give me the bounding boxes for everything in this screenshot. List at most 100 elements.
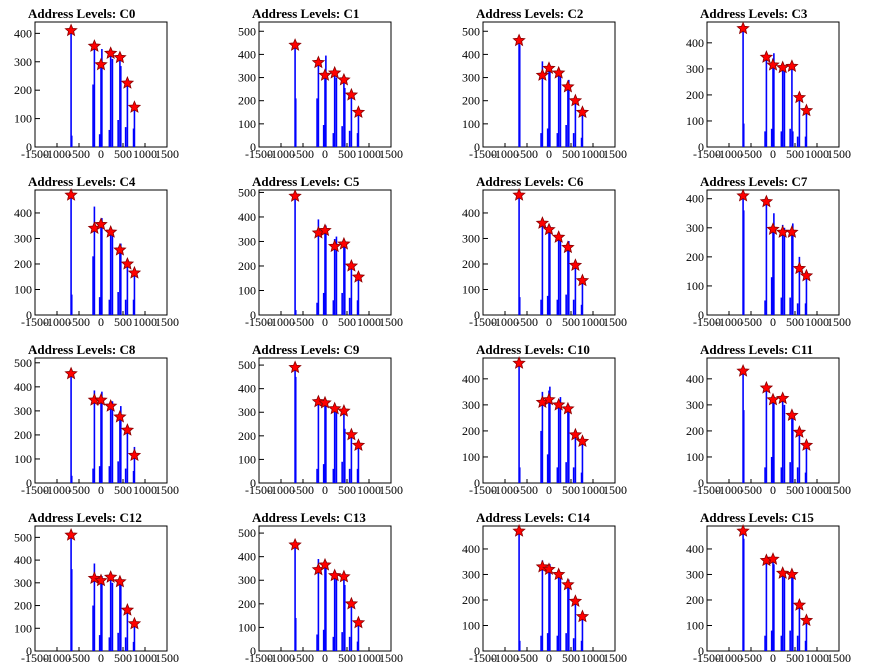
panel-title: Address Levels: C12 — [28, 510, 142, 525]
peak-marker — [113, 574, 127, 588]
peak-marker — [785, 408, 799, 421]
y-tick-label: 100 — [686, 279, 704, 293]
x-tick-label: 1500 — [603, 147, 627, 161]
y-tick-label: 0 — [474, 476, 480, 490]
x-tick-label: 1000 — [805, 315, 829, 329]
x-tick-label: -1500 — [693, 315, 721, 329]
y-tick-label: 200 — [686, 424, 704, 438]
x-tick-label: -1500 — [693, 147, 721, 161]
x-tick-label: -1000 — [491, 147, 519, 161]
x-tick-label: 500 — [338, 483, 356, 497]
y-tick-label: 400 — [238, 47, 256, 61]
y-tick-label: 0 — [698, 476, 704, 490]
x-tick-label: 1500 — [827, 315, 851, 329]
x-tick-label: 1500 — [603, 315, 627, 329]
y-tick-label: 400 — [238, 382, 256, 396]
x-tick-label: 1500 — [155, 483, 179, 497]
x-tick-label: 1000 — [357, 651, 381, 665]
y-tick-label: 500 — [238, 185, 256, 199]
y-tick-label: 500 — [14, 356, 32, 370]
y-tick-label: 300 — [14, 576, 32, 590]
peak-marker — [120, 603, 135, 616]
peak-marker — [127, 616, 142, 630]
panel-c10: Address Levels: C10 0 100 200 300 400 -1500-10… — [462, 342, 627, 497]
x-tick-label: 1500 — [827, 147, 851, 161]
x-tick-label: -500 — [292, 315, 314, 329]
x-tick-label: 1000 — [805, 651, 829, 665]
y-tick-label: 400 — [686, 192, 704, 206]
panel-title: Address Levels: C0 — [28, 6, 135, 21]
x-tick-label: -500 — [68, 651, 90, 665]
peak-marker — [351, 105, 366, 118]
x-tick-label: -1500 — [245, 483, 273, 497]
y-tick-label: 100 — [686, 450, 704, 464]
x-tick-label: -500 — [68, 147, 90, 161]
x-tick-label: 500 — [114, 147, 132, 161]
x-tick-label: 1500 — [379, 483, 403, 497]
panel-c8: Address Levels: C80100200300400500-1500-… — [14, 342, 179, 497]
peak-marker — [792, 598, 807, 611]
peak-marker — [288, 537, 302, 551]
peak-marker — [318, 557, 332, 571]
x-tick-label: 0 — [770, 483, 776, 497]
y-tick-label: 200 — [462, 257, 480, 271]
x-tick-label: -1500 — [469, 315, 497, 329]
peak-marker — [103, 570, 118, 583]
panel-c2: Address Levels: C20100200300400500-1500-… — [462, 6, 627, 161]
peak-marker — [785, 59, 799, 72]
panel-title: Address Levels: C8 — [28, 342, 136, 357]
peak-marker — [288, 189, 302, 202]
peak-marker — [785, 225, 799, 238]
y-tick-label: 300 — [686, 62, 704, 76]
peak-marker — [759, 50, 774, 63]
peak-marker — [337, 404, 351, 417]
x-tick-label: 500 — [338, 651, 356, 665]
x-tick-label: 500 — [338, 147, 356, 161]
peak-marker — [785, 567, 799, 581]
x-tick-label: -1500 — [469, 147, 497, 161]
peak-marker — [327, 239, 342, 253]
peak-marker — [103, 399, 118, 412]
peak-marker — [551, 567, 566, 581]
x-tick-label: -500 — [68, 315, 90, 329]
x-tick-label: -1500 — [21, 315, 49, 329]
peak-marker — [561, 79, 575, 93]
panel-c7: Address Levels: C7 0 100 200 300 400 -1500-100… — [686, 174, 851, 329]
peak-marker — [561, 240, 575, 254]
x-tick-label: 0 — [322, 315, 328, 329]
y-tick-label: 400 — [462, 372, 480, 386]
peak-marker — [736, 188, 750, 202]
x-tick-label: -1500 — [693, 651, 721, 665]
peak-marker — [64, 366, 78, 380]
peak-marker — [113, 409, 127, 423]
y-tick-label: 500 — [238, 358, 256, 372]
y-tick-label: 100 — [462, 618, 480, 632]
peak-marker — [759, 194, 774, 208]
y-tick-label: 100 — [686, 114, 704, 128]
panel-c5: Address Levels: C50100200300400500-1500-… — [238, 174, 403, 329]
peak-marker — [551, 230, 566, 243]
x-tick-label: 500 — [562, 147, 580, 161]
peak-marker — [575, 434, 590, 448]
y-tick-label: 300 — [462, 231, 480, 245]
peak-marker — [736, 21, 750, 35]
y-tick-label: 200 — [462, 424, 480, 438]
y-tick-label: 300 — [686, 567, 704, 581]
y-tick-label: 100 — [238, 283, 256, 297]
y-tick-label: 0 — [250, 644, 256, 658]
peak-marker — [311, 55, 326, 69]
y-tick-label: 300 — [238, 405, 256, 419]
peak-marker — [127, 100, 142, 113]
peak-marker — [351, 615, 366, 629]
y-tick-label: 400 — [14, 26, 32, 40]
y-tick-label: 400 — [14, 553, 32, 567]
y-tick-label: 0 — [26, 476, 32, 490]
y-tick-label: 300 — [686, 221, 704, 235]
peak-marker — [64, 188, 78, 201]
x-tick-label: -1000 — [267, 315, 295, 329]
peak-marker — [344, 258, 359, 272]
x-tick-label: 1000 — [133, 483, 157, 497]
x-tick-label: 1000 — [357, 483, 381, 497]
peak-marker — [94, 217, 108, 231]
